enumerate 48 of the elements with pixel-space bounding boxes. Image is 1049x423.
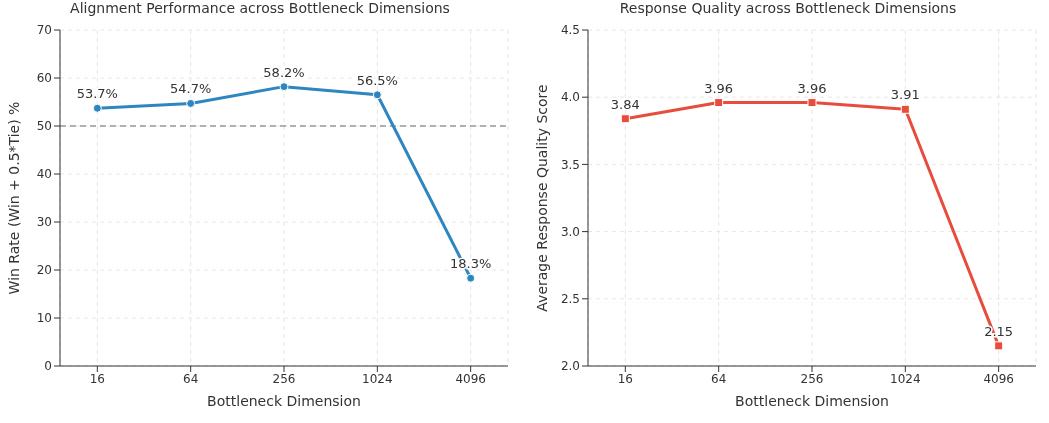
y-tick-label: 3.5 xyxy=(560,157,580,172)
chart-title: Alignment Performance across Bottleneck Dimensions xyxy=(69,0,451,18)
data-label: 3.84 xyxy=(610,96,640,112)
y-tick-label: 3.0 xyxy=(560,224,580,239)
y-tick-label: 4.5 xyxy=(560,23,580,38)
x-tick-label: 16 xyxy=(617,371,633,386)
x-tick-label: 4096 xyxy=(455,371,486,386)
point xyxy=(279,82,289,92)
point xyxy=(807,98,817,108)
y-tick-label: 60 xyxy=(36,71,52,86)
x-tick-label: 1024 xyxy=(362,371,393,386)
data-label: 54.7% xyxy=(170,81,212,97)
x-tick-label: 4096 xyxy=(983,371,1014,386)
y-tick-label: 2.5 xyxy=(560,292,580,307)
x-axis-title: Bottleneck Dimension xyxy=(207,393,361,409)
y-tick-label: 20 xyxy=(36,263,52,278)
x-axis-title: Bottleneck Dimension xyxy=(735,393,889,409)
y-tick-label: 70 xyxy=(36,23,52,38)
y-tick-label: 10 xyxy=(36,311,52,326)
point xyxy=(466,273,476,283)
data-label: 58.2% xyxy=(263,64,305,80)
x-tick-label: 16 xyxy=(89,371,105,386)
point xyxy=(186,98,196,108)
y-tick-label: 40 xyxy=(36,167,52,182)
data-label: 53.7% xyxy=(76,86,118,102)
point xyxy=(714,98,724,108)
x-tick-label: 256 xyxy=(272,371,296,386)
point xyxy=(994,341,1004,351)
y-tick-label: 50 xyxy=(36,119,52,134)
x-tick-label: 1024 xyxy=(890,371,921,386)
y-tick-label: 2.0 xyxy=(560,359,580,374)
point xyxy=(900,104,910,114)
y-axis-title: Win Rate (Win + 0.5*Tie) % xyxy=(5,101,22,295)
point xyxy=(372,90,382,100)
y-tick-label: 0 xyxy=(44,359,52,374)
y-tick-label: 30 xyxy=(36,215,52,230)
data-label: 3.96 xyxy=(704,80,734,96)
data-label: 56.5% xyxy=(356,72,398,88)
data-label: 3.91 xyxy=(890,87,920,103)
chart-title: Response Quality across Bottleneck Dimensions xyxy=(618,0,958,18)
x-tick-label: 256 xyxy=(800,371,824,386)
point xyxy=(92,103,102,113)
y-tick-label: 4.0 xyxy=(560,90,580,105)
x-tick-label: 64 xyxy=(183,371,199,386)
data-label: 3.96 xyxy=(797,80,827,96)
y-axis-title: Average Response Quality Score xyxy=(533,84,550,312)
point xyxy=(620,114,630,124)
x-tick-label: 64 xyxy=(711,371,727,386)
